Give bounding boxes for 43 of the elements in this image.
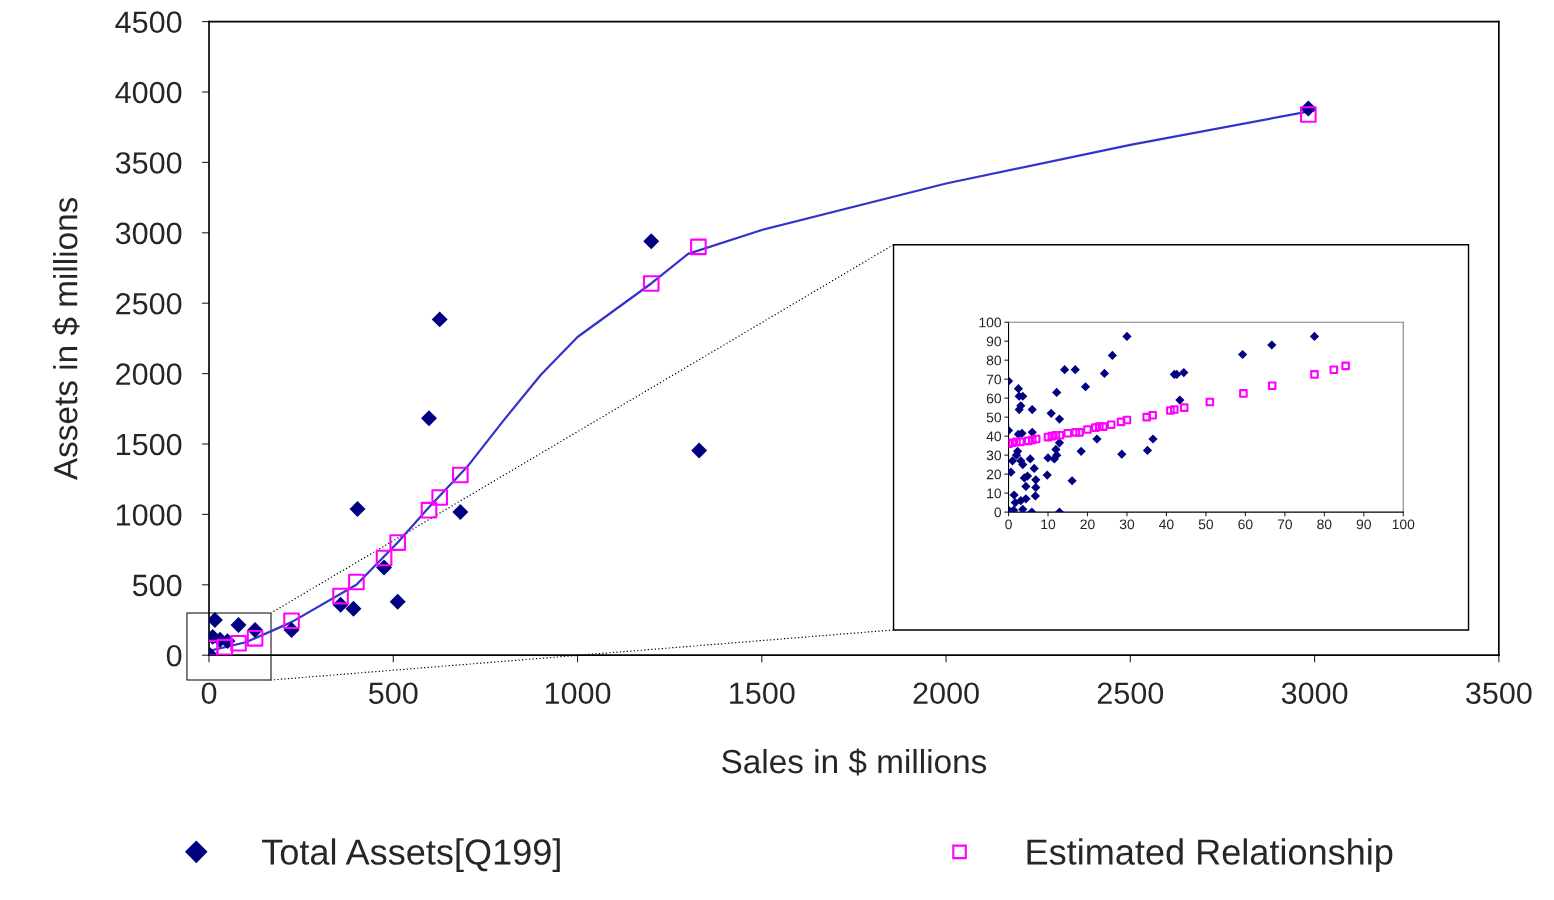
y-tick-label: 2500 — [116, 292, 182, 315]
y-tick-label: 3500 — [115, 152, 182, 174]
x-tick-label: 20 — [1080, 519, 1095, 530]
y-tick-label: 4500 — [115, 11, 182, 33]
x-tick-label: 0 — [1005, 519, 1012, 530]
x-tick-label: 90 — [1356, 519, 1371, 530]
legend-label: Estimated Relationship — [1027, 838, 1393, 872]
y-tick-label: 30 — [986, 450, 1002, 461]
x-tick-label: 3000 — [1281, 682, 1348, 705]
y-tick-label: 0 — [994, 507, 1002, 518]
x-tick-label: 50 — [1198, 519, 1214, 530]
x-tick-label: 70 — [1277, 519, 1293, 530]
x-tick-label: 80 — [1317, 519, 1332, 530]
y-axis-title: Assets in $ millions — [52, 197, 80, 481]
y-tick-label: 20 — [986, 469, 1002, 480]
x-tick-label: 60 — [1238, 519, 1253, 530]
x-tick-label: 100 — [1392, 519, 1415, 530]
x-tick-label: 1500 — [730, 682, 795, 705]
x-tick-label: 2500 — [1097, 682, 1164, 705]
y-tick-label: 60 — [986, 393, 1002, 404]
x-tick-label: 10 — [1041, 519, 1056, 530]
y-tick-label: 40 — [986, 431, 1002, 442]
y-tick-label: 100 — [979, 317, 1002, 328]
x-tick-label: 3500 — [1466, 682, 1532, 705]
y-tick-label: 50 — [986, 412, 1002, 423]
x-axis-title: Sales in $ millions — [722, 748, 987, 776]
x-tick-label: 40 — [1159, 519, 1174, 530]
y-tick-label: 500 — [132, 574, 182, 597]
y-tick-label: 70 — [986, 374, 1002, 385]
legend-label: Total Assets[Q199] — [262, 838, 560, 872]
y-tick-label: 0 — [166, 644, 182, 667]
x-tick-label: 30 — [1119, 519, 1135, 530]
x-tick-label: 500 — [369, 682, 418, 705]
y-tick-label: 10 — [987, 488, 1002, 499]
y-tick-label: 1500 — [116, 433, 182, 456]
x-tick-label: 0 — [201, 682, 217, 705]
y-tick-label: 3000 — [115, 222, 182, 245]
y-tick-label: 4000 — [115, 81, 182, 104]
y-tick-label: 80 — [986, 355, 1002, 366]
x-tick-label: 2000 — [913, 682, 979, 705]
y-tick-label: 2000 — [116, 363, 182, 385]
y-tick-label: 90 — [986, 336, 1002, 347]
x-tick-label: 1000 — [545, 682, 611, 705]
